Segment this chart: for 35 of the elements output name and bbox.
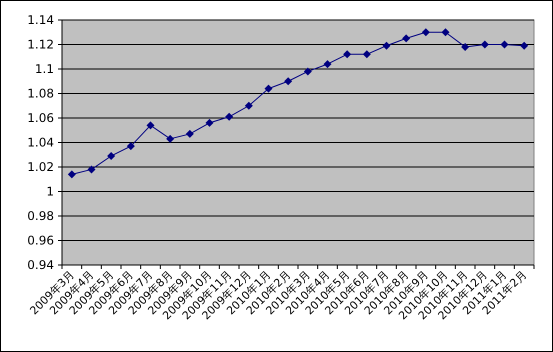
point — [186, 130, 194, 138]
point — [362, 50, 371, 58]
point — [107, 152, 116, 160]
y-tick-label: 1.1 — [34, 62, 54, 76]
point — [126, 142, 135, 150]
point — [422, 28, 430, 36]
point — [442, 28, 450, 36]
point — [88, 165, 96, 174]
point — [146, 121, 154, 130]
point — [382, 42, 390, 50]
y-tick-label: 1 — [46, 184, 54, 198]
point — [500, 40, 508, 48]
y-tick-label: 0.94 — [27, 258, 54, 272]
y-tick-label: 1.14 — [27, 13, 54, 27]
point — [304, 67, 312, 76]
y-tick-label: 1.12 — [27, 38, 54, 52]
y-tick-label: 0.96 — [27, 234, 54, 248]
y-tick-label: 0.98 — [27, 209, 54, 223]
point — [284, 77, 292, 86]
point — [244, 102, 253, 110]
point — [461, 42, 470, 51]
point — [324, 60, 332, 68]
point — [68, 170, 76, 178]
y-tick-label: 1.02 — [27, 160, 54, 174]
point — [225, 112, 234, 121]
point — [520, 42, 528, 50]
point — [264, 84, 272, 93]
point — [166, 134, 174, 143]
point — [206, 118, 214, 127]
point — [343, 50, 352, 58]
point — [480, 40, 489, 48]
point — [402, 34, 410, 42]
y-tick-label: 1.06 — [27, 111, 54, 125]
y-tick-label: 1.08 — [27, 86, 54, 100]
y-tick-label: 1.04 — [27, 136, 54, 150]
